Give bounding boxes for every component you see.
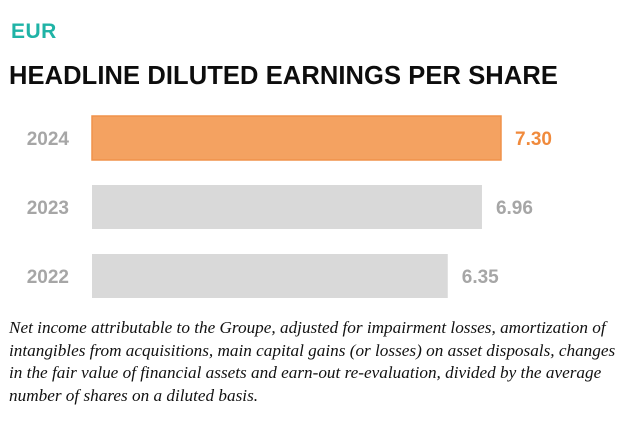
category-label-2023: 2023 — [27, 198, 69, 219]
bar-2022 — [92, 254, 448, 298]
chart-title: HEADLINE DILUTED EARNINGS PER SHARE — [9, 62, 558, 90]
value-label-2023: 6.96 — [496, 198, 533, 219]
category-label-2022: 2022 — [27, 267, 69, 288]
chart-footnote: Net income attributable to the Groupe, a… — [9, 318, 616, 405]
value-label-2022: 6.35 — [462, 267, 499, 288]
category-label-2024: 2024 — [27, 129, 70, 150]
value-label-2024: 7.30 — [515, 129, 552, 150]
bar-chart: 2024 7.30 2023 6.96 2022 6.35 — [27, 115, 552, 298]
bar-2024 — [91, 115, 502, 161]
bar-2023 — [92, 185, 482, 229]
currency-label: EUR — [11, 20, 57, 43]
